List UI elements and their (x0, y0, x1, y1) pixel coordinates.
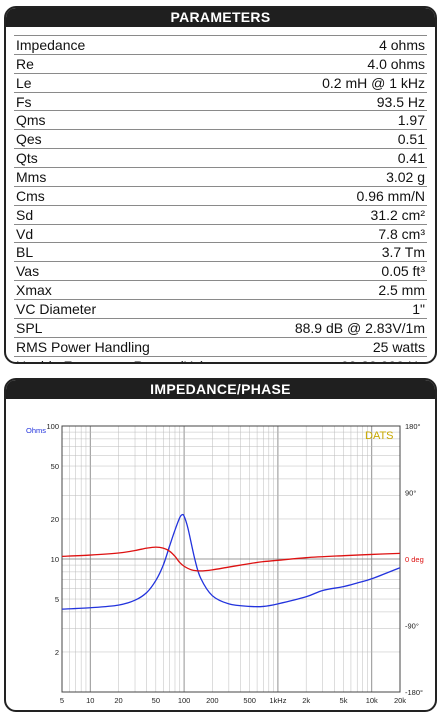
dats-watermark: DATS (365, 430, 394, 442)
y-tick-label: 10 (51, 555, 59, 564)
parameter-name: Cms (14, 186, 258, 206)
parameter-value: 3.7 Tm (257, 242, 427, 263)
parameter-value: 93.5 Hz (257, 92, 427, 112)
parameter-row: Mms 3.02 g (14, 167, 427, 187)
x-tick-label: 50 (152, 696, 160, 705)
y-tick-label: 100 (46, 422, 59, 431)
parameter-value: 90-20,000 Hz (257, 356, 427, 362)
parameter-row: Re 4.0 ohms (14, 54, 427, 74)
x-tick-label: 10 (86, 696, 94, 705)
parameter-value: 3.02 g (257, 167, 427, 187)
parameter-name: Xmax (14, 280, 258, 301)
parameter-name: Qes (14, 129, 258, 150)
parameter-row: Qms 1.97 (14, 110, 427, 131)
parameter-name: Fs (14, 92, 258, 112)
parameter-row: Impedance 4 ohms (14, 35, 427, 55)
parameters-title: PARAMETERS (6, 8, 435, 27)
phase-tick-label: 90° (405, 489, 416, 498)
y-tick-label: 20 (51, 515, 59, 524)
plot-frame (61, 425, 401, 693)
x-tick-label: 1kHz (269, 696, 286, 705)
parameter-value: 1.97 (257, 110, 427, 131)
parameter-row: Qts 0.41 (14, 148, 427, 169)
parameter-row: Vas 0.05 ft³ (14, 261, 427, 282)
y-unit-label: Ohms (26, 426, 46, 435)
parameter-name: Sd (14, 205, 258, 225)
impedance-phase-panel: IMPEDANCE/PHASE 5 10 20 50 100 200 500 1kHz 2k 5k… (4, 378, 437, 712)
x-tick-label: 100 (178, 696, 191, 705)
impedance-phase-title: IMPEDANCE/PHASE (6, 380, 435, 399)
parameter-row: Sd 31.2 cm² (14, 205, 427, 225)
parameter-value: 1" (257, 299, 427, 319)
parameter-value: 31.2 cm² (257, 205, 427, 225)
parameter-value: 0.41 (257, 148, 427, 169)
parameter-name: Vd (14, 224, 258, 244)
phase-curve (61, 546, 401, 572)
parameter-row: Vd 7.8 cm³ (14, 224, 427, 244)
parameter-name: Re (14, 54, 258, 74)
parameter-row: Usable Frequency Range (Hz)90-20,000 Hz (14, 356, 427, 362)
parameter-value: 25 watts (257, 337, 427, 357)
parameter-name: BL (14, 242, 258, 263)
x-tick-label: 10k (366, 696, 378, 705)
parameter-value: 4 ohms (257, 35, 427, 55)
parameter-row: VC Diameter 1" (14, 299, 427, 319)
parameter-value: 4.0 ohms (257, 54, 427, 74)
parameter-value: 7.8 cm³ (257, 224, 427, 244)
x-tick-label: 5k (340, 696, 348, 705)
parameter-row: Le 0.2 mH @ 1 kHz (14, 73, 427, 93)
parameter-name: Vas (14, 261, 258, 282)
parameter-row: RMS Power Handling 25 watts (14, 337, 427, 357)
parameter-row: SPL 88.9 dB @ 2.83V/1m (14, 318, 427, 338)
parameter-name: SPL (14, 318, 258, 338)
parameter-value: 2.5 mm (257, 280, 427, 301)
parameter-row: BL 3.7 Tm (14, 242, 427, 263)
parameter-name: RMS Power Handling (14, 337, 258, 357)
y-tick-label: 50 (51, 462, 59, 471)
x-tick-label: 200 (206, 696, 219, 705)
phase-tick-label: 180° (405, 422, 421, 431)
parameter-row: Cms 0.96 mm/N (14, 186, 427, 206)
x-tick-label: 2k (302, 696, 310, 705)
x-tick-label: 5 (60, 696, 64, 705)
parameter-value: 0.2 mH @ 1 kHz (257, 73, 427, 93)
parameter-name: VC Diameter (14, 299, 258, 319)
impedance-curve (61, 513, 401, 610)
x-tick-label: 20 (114, 696, 122, 705)
parameter-value: 0.05 ft³ (257, 261, 427, 282)
parameter-name: Le (14, 73, 258, 93)
parameter-row: Fs 93.5 Hz (14, 92, 427, 112)
parameter-value: 88.9 dB @ 2.83V/1m (257, 318, 427, 338)
parameter-name: Qms (14, 110, 258, 131)
parameters-panel: PARAMETERS Impedance 4 ohms Re 4.0 ohms Le 0.… (4, 6, 437, 364)
y-tick-label: 5 (55, 595, 59, 604)
parameter-name: Usable Frequency Range (Hz) (14, 356, 258, 362)
parameter-row: Xmax 2.5 mm (14, 280, 427, 301)
phase-tick-label: 0 deg (405, 555, 424, 564)
parameter-name: Mms (14, 167, 258, 187)
x-tick-label: 500 (243, 696, 256, 705)
parameter-name: Qts (14, 148, 258, 169)
phase-tick-label: -90° (405, 622, 419, 631)
phase-tick-label: -180° (405, 688, 423, 697)
parameter-name: Impedance (14, 35, 258, 55)
x-tick-label: 20k (394, 696, 406, 705)
y-tick-label: 2 (55, 648, 59, 657)
parameter-value: 0.96 mm/N (257, 186, 427, 206)
parameter-row: Qes 0.51 (14, 129, 427, 150)
impedance-phase-chart: 5 10 20 50 100 200 500 1kHz 2k 5k 10k 20k 100 50 20 10 5… (26, 422, 424, 705)
parameter-value: 0.51 (257, 129, 427, 150)
parameters-table: Impedance 4 ohms Re 4.0 ohms Le 0.2 mH @ 1 kH… (14, 35, 427, 362)
